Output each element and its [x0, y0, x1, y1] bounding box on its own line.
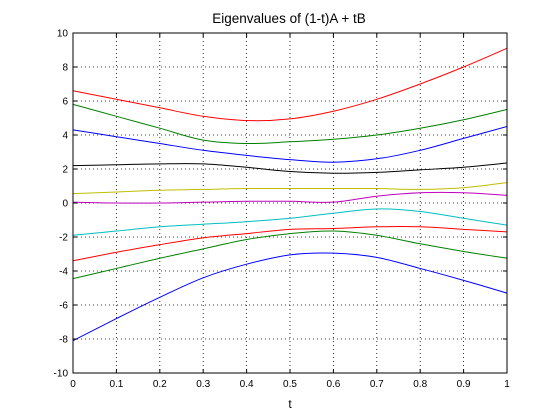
x-axis-label: t	[288, 397, 292, 411]
series-line-9	[72, 230, 508, 280]
grid-lines	[73, 33, 507, 373]
y-tick-label: 10	[57, 29, 69, 40]
x-tick-label: 0.3	[196, 379, 210, 390]
series-line-3	[72, 126, 508, 163]
y-tick-label: -6	[59, 301, 68, 312]
x-tick-label: 0.2	[153, 379, 167, 390]
axis-ticks: 0 0.1 0.2 0.3 0.4 0.5 0.6 0.7 0.8 0.9 1 -10 -8 -6 -4 -2…	[54, 29, 511, 391]
y-tick-label: 2	[62, 165, 68, 176]
x-tick-label: 0.5	[283, 379, 297, 390]
x-tick-label: 0.9	[457, 379, 471, 390]
x-tick-label: 0.4	[240, 379, 254, 390]
series-line-4	[72, 162, 508, 174]
x-tick-label: 0.7	[370, 379, 384, 390]
y-tick-label: 8	[62, 63, 68, 74]
y-tick-label: -2	[59, 233, 68, 244]
series-line-10	[72, 252, 508, 342]
x-tick-label: 0	[70, 379, 76, 390]
y-tick-label: 0	[62, 199, 68, 210]
y-tick-label: -8	[59, 335, 68, 346]
y-tick-label: 6	[62, 97, 68, 108]
chart-title: Eigenvalues of (1-t)A + tB	[212, 11, 365, 26]
x-tick-label: 0.8	[413, 379, 427, 390]
y-tick-label: -4	[59, 267, 68, 278]
series-line-5	[72, 182, 508, 195]
series-line-2	[72, 103, 508, 145]
y-tick-label: 4	[62, 131, 68, 142]
y-tick-label: -10	[54, 369, 69, 380]
series-line-8	[72, 226, 508, 262]
x-tick-label: 0.1	[109, 379, 123, 390]
series-line-1	[72, 47, 508, 122]
x-tick-label: 0.6	[326, 379, 340, 390]
x-tick-label: 1	[504, 379, 510, 390]
series-lines	[72, 47, 508, 342]
series-line-7	[72, 208, 508, 236]
series-line-6	[72, 191, 508, 204]
